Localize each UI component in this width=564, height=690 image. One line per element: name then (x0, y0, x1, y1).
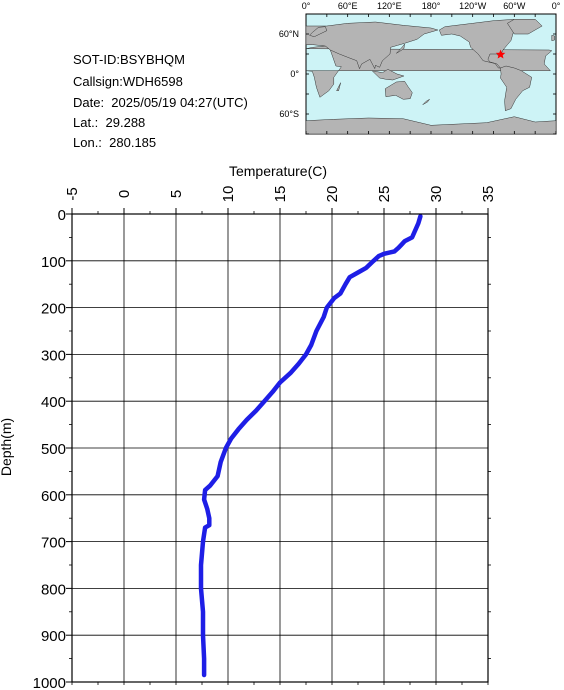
x-tick-label: 10 (220, 186, 237, 203)
x-tick-label: 20 (324, 186, 341, 203)
map-latitude-label: 0° (290, 69, 299, 79)
map-longitude-label: 120°E (377, 1, 402, 11)
uk-landmass (551, 34, 555, 42)
y-tick-label: 1000 (33, 675, 66, 690)
date-label: Date: 2025/05/19 04:27(UTC) (73, 95, 248, 110)
map-longitude-label: 60°E (338, 1, 358, 11)
map-landmasses (305, 19, 557, 135)
location-map: 0° 60°E 120°E 180° 120°W 60°W 0° 60°N 0° 60°S (279, 1, 561, 135)
eurasia-landmass (305, 21, 439, 70)
latitude-label: Lat.: 29.288 (73, 115, 146, 130)
x-tick-label: 0 (116, 190, 133, 198)
x-tick-label: -5 (64, 187, 81, 200)
temperature-profile-line (198, 214, 423, 678)
y-tick-label: 200 (41, 301, 66, 318)
y-tick-label: 900 (41, 628, 66, 645)
x-tick-label: 30 (428, 186, 445, 203)
south-america-landmass (500, 65, 532, 112)
greenland-landmass (507, 19, 543, 35)
japan-landmass (396, 43, 405, 54)
new-zealand-landmass (422, 99, 430, 105)
y-tick-label: 800 (41, 581, 66, 598)
longitude-label: Lon.: 280.185 (73, 135, 157, 150)
y-tick-label: 300 (41, 347, 66, 364)
scandinavia-landmass (309, 26, 328, 37)
map-longitude-label: 180° (422, 1, 441, 11)
x-tick-label: 15 (272, 186, 289, 203)
madagascar-landmass (336, 82, 341, 91)
map-longitude-label: 0° (552, 1, 561, 11)
indonesia-landmass (371, 69, 405, 81)
y-tick-label: 700 (41, 535, 66, 552)
x-tick-label: 5 (168, 190, 185, 198)
y-tick-label: 500 (41, 441, 66, 458)
y-tick-label: 400 (41, 394, 66, 411)
chart-grid (72, 214, 488, 682)
x-axis-label: Temperature(C) (229, 163, 327, 179)
map-latitude-label: 60°N (279, 29, 299, 39)
temperature-depth-chart: -5 0 5 10 15 20 25 30 35 0 100 200 300 400 500 600 700 80… (0, 163, 497, 690)
australia-landmass (384, 81, 413, 100)
sot-id-label: SOT-ID:BSYBHQM (73, 52, 185, 67)
y-tick-label: 100 (41, 254, 66, 271)
map-longitude-label: 120°W (459, 1, 487, 11)
y-axis-label: Depth(m) (0, 418, 14, 476)
callsign-label: Callsign:WDH6598 (73, 74, 183, 89)
map-longitude-label: 0° (302, 1, 311, 11)
location-marker-icon (495, 49, 506, 59)
y-tick-label: 0 (58, 207, 66, 224)
map-latitude-label: 60°S (279, 109, 299, 119)
map-longitude-label: 60°W (503, 1, 526, 11)
y-tick-label: 600 (41, 488, 66, 505)
plot-frame (71, 213, 489, 683)
x-tick-label: 25 (376, 186, 393, 203)
x-tick-label: 35 (480, 186, 497, 203)
